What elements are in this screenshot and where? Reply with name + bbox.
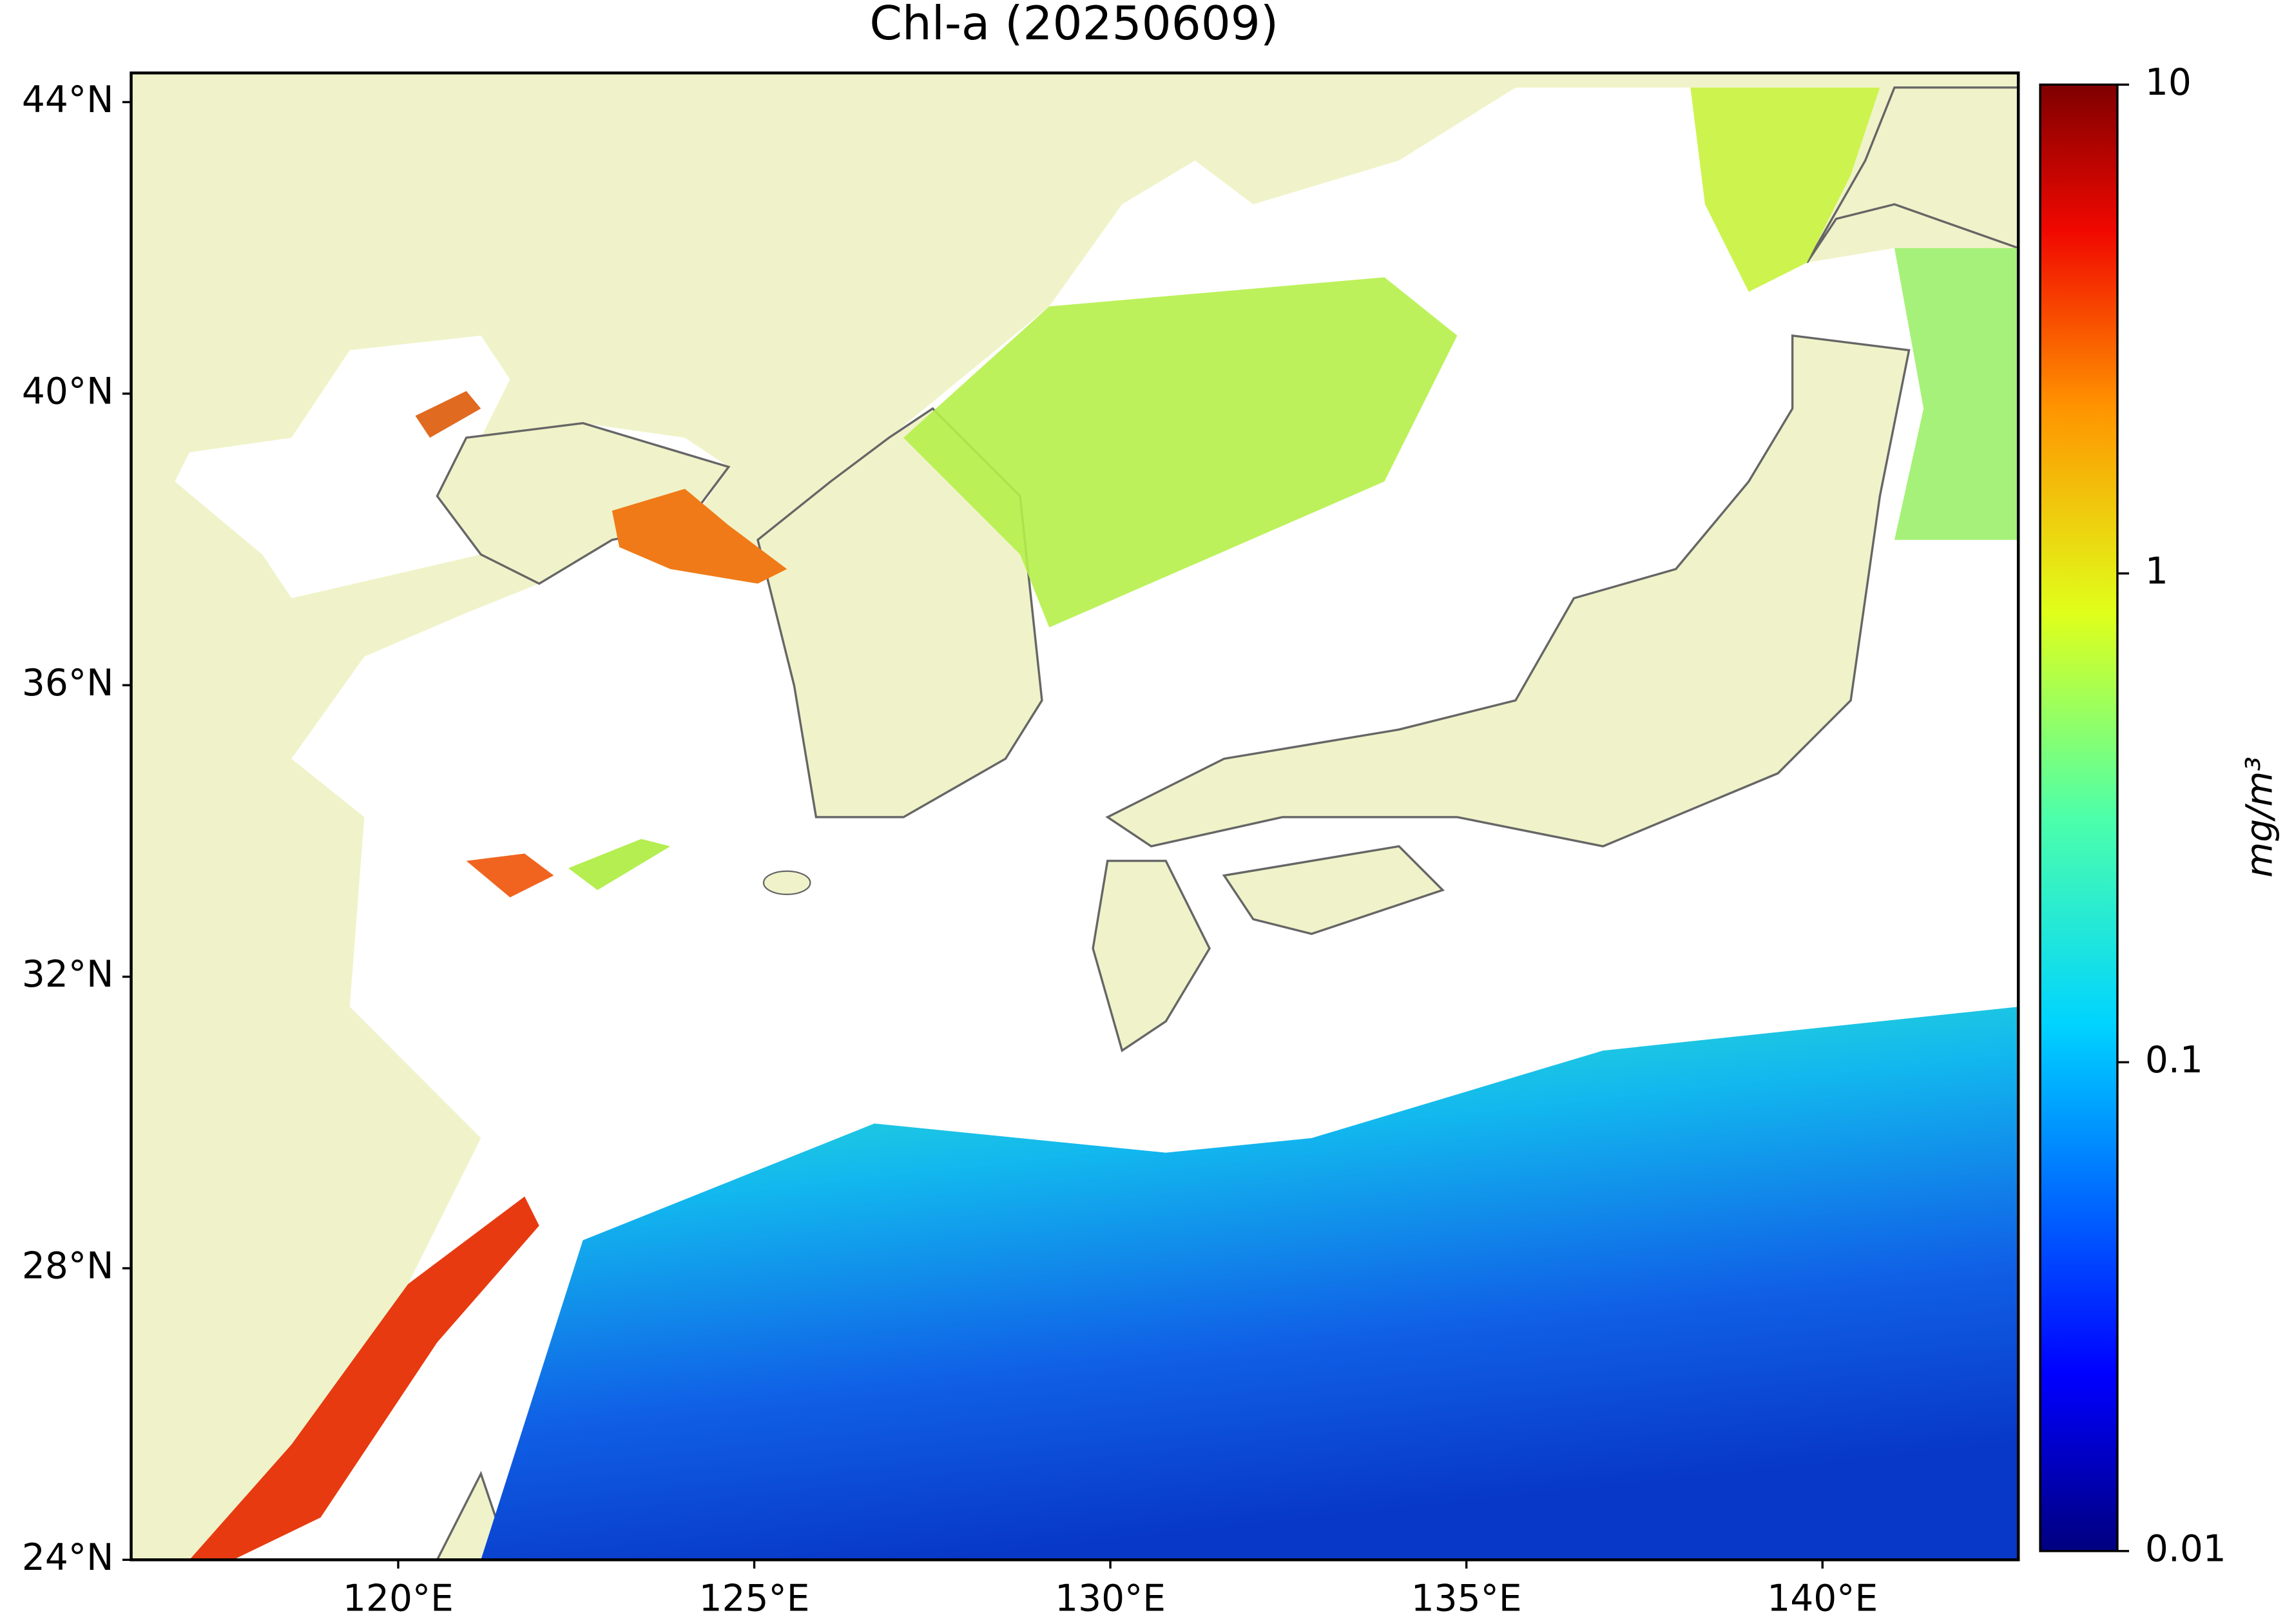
colorbar-tick-label: 0.1 [2145,1039,2203,1081]
y-tick-label: 24°N [22,1536,113,1579]
y-tick-label: 32°N [22,953,113,996]
map [131,73,2019,1560]
chlorophyll-bohai-north [415,391,481,438]
chlorophyll-north [1690,87,1880,292]
jeju [762,870,811,896]
chlorophyll-yellow-sea-2 [568,838,671,891]
chlorophyll-bohai [612,488,787,584]
chlorophyll-east [1894,247,2019,540]
x-tick-label: 140°E [1767,1577,1878,1619]
shikoku [1222,845,1445,935]
chlorophyll-yellow-sea [466,853,554,898]
colorbar-tick-label: 10 [2145,61,2192,104]
kyushu [1092,860,1211,1052]
x-tick-label: 125°E [699,1577,810,1619]
korea [757,407,1043,818]
plot-frame [130,71,2020,1561]
shandong [436,421,731,585]
y-tick-label: 36°N [22,662,113,704]
honshu [1105,334,1911,848]
y-tick-label: 40°N [22,370,113,412]
y-tick-label: 44°N [22,79,113,121]
colorbar-label: mg/m³ [2238,757,2280,878]
y-tick-label: 28°N [22,1245,113,1288]
chlorophyll-sea-of-japan [903,277,1458,628]
chlorophyll-south [481,1007,2019,1560]
colorbar-tick-label: 0.01 [2145,1527,2226,1570]
colorbar [2039,83,2119,1552]
chlorophyll-coast [189,1196,539,1560]
colorbar-tick-label: 1 [2145,550,2168,592]
x-tick-label: 135°E [1411,1577,1522,1619]
hokkaido [1806,86,2019,264]
x-tick-label: 130°E [1055,1577,1166,1619]
chart-title: Chl-a (20250609) [869,0,1278,51]
x-tick-label: 120°E [343,1577,454,1619]
